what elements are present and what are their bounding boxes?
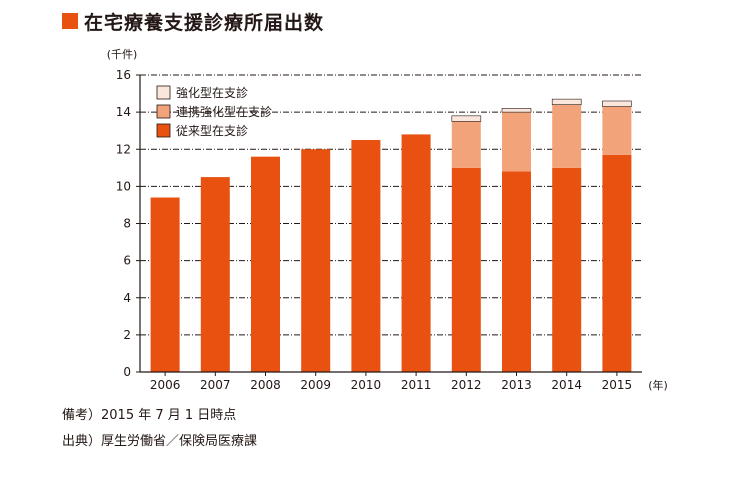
bar-segment — [451, 121, 481, 168]
y-tick-label: 6 — [123, 254, 131, 268]
remark-note: 備考）2015 年 7 月 1 日時点 — [62, 408, 237, 423]
x-tick-label: 2010 — [351, 378, 382, 392]
bar-segment — [502, 171, 531, 372]
bar-segment — [150, 197, 180, 372]
source-note: 出典）厚生労働省／保険局医療課 — [62, 434, 258, 449]
x-tick-label: 2014 — [551, 378, 582, 392]
x-tick-label: 2006 — [150, 378, 181, 392]
y-tick-label: 14 — [116, 105, 131, 119]
stacked-bar-chart: 2006 2007 2008 2009 2010 2011 2012 2013 2014 2015… — [107, 48, 668, 392]
bar-segment — [501, 108, 532, 113]
bars — [150, 98, 632, 372]
bar-segment — [602, 154, 632, 372]
bar-segment — [602, 100, 632, 107]
y-tick-label: 2 — [123, 328, 131, 342]
bar-segment — [552, 167, 582, 372]
y-tick-label: 10 — [116, 179, 131, 193]
bar-segment — [251, 156, 280, 372]
legend-swatch — [156, 85, 171, 100]
y-tick-label: 4 — [123, 291, 131, 305]
legend-label: 強化型在支診 — [176, 85, 248, 100]
x-tick-label: 2008 — [250, 378, 281, 392]
y-axis-label: (千件) — [107, 48, 138, 61]
bar-segment — [401, 134, 431, 372]
bar-segment — [451, 167, 481, 372]
bar-segment — [502, 112, 531, 172]
figure-title: 在宅療養支援診療所届出数 — [62, 8, 324, 34]
legend-label: 連携強化型在支診 — [176, 104, 272, 119]
bar-segment — [351, 139, 381, 372]
bar-segment — [301, 149, 331, 372]
bar-segment — [551, 98, 582, 105]
chart-title: 在宅療養支援診療所届出数 — [84, 11, 325, 34]
y-tick-label: 16 — [116, 68, 131, 82]
y-tick-label: 12 — [116, 142, 131, 156]
bar-segment — [552, 104, 582, 168]
title-square-icon — [62, 13, 78, 29]
x-tick-label: 2013 — [501, 378, 532, 392]
x-tick-label: 2009 — [300, 378, 331, 392]
bar-segment — [200, 177, 230, 372]
x-axis-unit: (年) — [648, 378, 668, 392]
axes: 2006 2007 2008 2009 2010 2011 2012 2013 2014 2015… — [107, 48, 668, 392]
bar-segment — [451, 115, 482, 122]
legend-swatch — [156, 104, 171, 119]
y-tick-label: 0 — [123, 365, 131, 379]
legend-swatch — [156, 123, 171, 138]
x-tick-label: 2011 — [401, 378, 432, 392]
x-tick-label: 2015 — [602, 378, 633, 392]
bar-segment — [602, 106, 632, 155]
x-tick-label: 2012 — [451, 378, 482, 392]
y-tick-label: 8 — [123, 217, 131, 231]
x-tick-label: 2007 — [200, 378, 231, 392]
legend-label: 従来型在支診 — [176, 123, 248, 138]
